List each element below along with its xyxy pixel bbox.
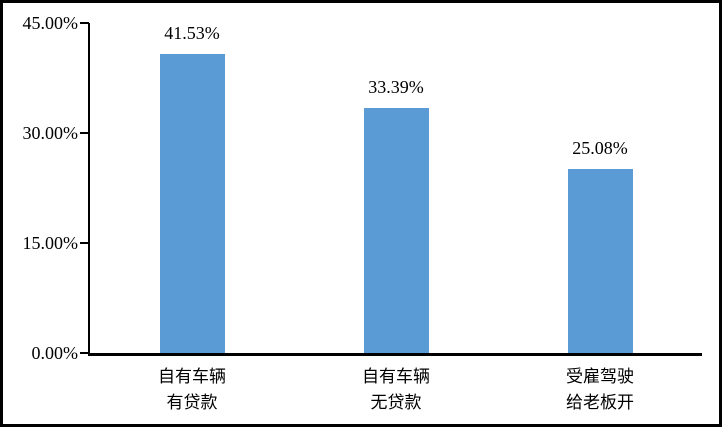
x-category-label-line: 有贷款 (166, 393, 218, 412)
bars-container: 41.53% 33.39% 25.08% (90, 23, 702, 353)
bar-value-label: 25.08% (572, 138, 628, 159)
x-category-label-line: 自有车辆 (362, 367, 430, 386)
bar (567, 169, 633, 353)
bar-group: 41.53% (90, 23, 294, 353)
y-tick-mark (80, 22, 89, 24)
y-axis-line (88, 23, 90, 355)
x-category-label-line: 受雇驾驶 (566, 367, 634, 386)
x-category-label-line: 自有车辆 (158, 367, 226, 386)
y-tick-label: 30.00% (22, 123, 79, 143)
bar-group: 33.39% (294, 23, 498, 353)
x-category-label: 受雇驾驶 给老板开 (498, 364, 702, 416)
y-tick-mark (80, 352, 89, 354)
x-axis-labels: 自有车辆 有贷款 自有车辆 无贷款 受雇驾驶 给老板开 (90, 364, 702, 416)
y-tick-label: 45.00% (22, 13, 79, 33)
y-tick-label: 0.00% (31, 343, 79, 363)
y-tick-mark (80, 132, 89, 134)
bar-value-label: 33.39% (368, 77, 424, 98)
x-category-label: 自有车辆 无贷款 (294, 364, 498, 416)
bar (159, 54, 225, 353)
bar (363, 108, 429, 353)
x-axis-line (88, 353, 702, 356)
bar-value-label: 41.53% (164, 23, 220, 43)
x-category-label: 自有车辆 有贷款 (90, 364, 294, 416)
bar-group: 25.08% (498, 23, 702, 353)
x-category-label-line: 给老板开 (566, 393, 634, 412)
y-tick-label: 15.00% (22, 233, 79, 253)
x-category-label-line: 无贷款 (370, 393, 422, 412)
y-tick-mark (80, 242, 89, 244)
